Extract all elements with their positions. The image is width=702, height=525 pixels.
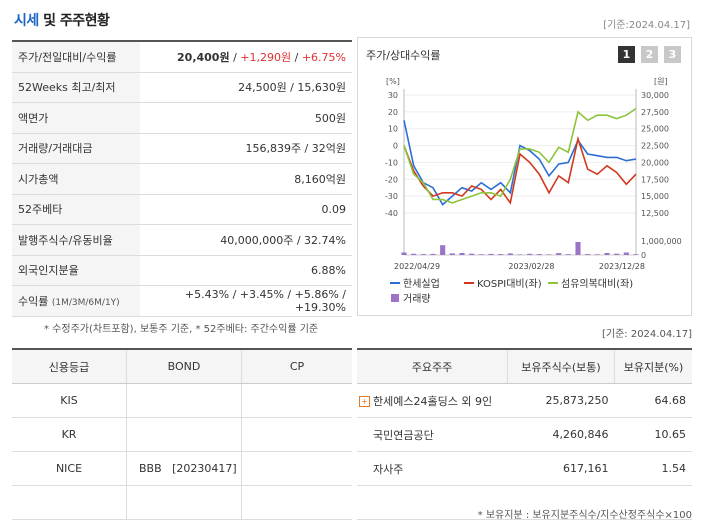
- credit-header: CP: [241, 348, 352, 384]
- share-header: 보유주식수(보통): [507, 348, 615, 384]
- credit-header: BOND: [126, 348, 242, 384]
- note-right: [기준: 2024.04.17]: [601, 329, 692, 340]
- volume-bar: [585, 254, 591, 255]
- price-chart: [%] [원] 30 20 10 0 -10 -20 -30 -40 30,000 27,500 25,…: [385, 77, 682, 305]
- series-line: [403, 107, 637, 204]
- legend-swatch: [391, 294, 399, 302]
- table-row: 자사주 617,161 1.54: [357, 451, 692, 486]
- volume-bar: [536, 254, 542, 255]
- info-row-beta: 52주베타 0.09: [12, 194, 352, 225]
- volume-bar: [411, 253, 417, 255]
- volume-bar: [507, 253, 513, 255]
- chart-tabs: 1 2 3: [618, 46, 681, 63]
- volume-bar: [430, 253, 436, 255]
- right-axis-unit: [원]: [654, 77, 668, 86]
- y-tick-left: -30: [385, 192, 398, 201]
- stock-info-table: 주가/전일대비/수익률 20,400원 / +1,290원 / +6.75% 5…: [12, 40, 352, 317]
- y-tick-left: 30: [388, 91, 398, 100]
- info-row-foreign: 외국인지분율 6.88%: [12, 255, 352, 286]
- section-title: 시세 및 주주현황: [14, 13, 110, 29]
- vol-tick: 0: [641, 251, 646, 260]
- y-tick-right: 22,500: [641, 142, 669, 151]
- share-footnote: * 보유지분 : 보유지분주식수/지수산정주식수×100: [477, 510, 692, 521]
- left-axis-unit: [%]: [386, 77, 400, 86]
- y-tick-right: 15,000: [641, 192, 669, 201]
- volume-bar: [604, 253, 610, 255]
- y-tick-right: 17,500: [641, 175, 669, 184]
- y-tick-right: 30,000: [641, 91, 669, 100]
- asof-date: [기준:2024.04.17]: [603, 20, 690, 31]
- volume-bar: [575, 242, 581, 255]
- info-row-52w: 52Weeks 최고/최저 24,500원 / 15,630원: [12, 72, 352, 103]
- series-line: [403, 135, 637, 205]
- info-row-marketcap: 시가총액 8,160억원: [12, 163, 352, 195]
- share-header: 보유지분(%): [614, 348, 692, 384]
- volume-bar: [517, 254, 523, 255]
- info-row-price: 주가/전일대비/수익률 20,400원 / +1,290원 / +6.75%: [12, 40, 352, 73]
- volume-bar: [469, 253, 475, 255]
- y-tick-right: 27,500: [641, 108, 669, 117]
- chart-tab-3[interactable]: 3: [664, 46, 681, 63]
- volume-bar: [556, 253, 562, 255]
- y-tick-left: 10: [388, 125, 398, 134]
- x-tick: 2023/02/28: [508, 262, 554, 271]
- y-tick-right: 12,500: [641, 209, 669, 218]
- table-row: KIS: [12, 383, 352, 418]
- expand-icon[interactable]: +: [359, 396, 370, 407]
- y-tick-right: 25,000: [641, 125, 669, 134]
- credit-rating-table: 신용등급 BOND CP KIS KR NICE BBB [20230417]: [12, 348, 352, 520]
- table-row: [357, 485, 692, 520]
- volume-bar: [459, 253, 465, 255]
- shareholder-table: 주요주주 보유주식수(보통) 보유지분(%) + 한세예스24홀딩스 외 9인 2…: [357, 348, 692, 520]
- volume-bar: [565, 254, 571, 255]
- y-tick-left: 0: [393, 142, 398, 151]
- volume-bar: [478, 254, 484, 255]
- chart-panel: 주가/상대수익률 1 2 3 [%] [원] 30 20 10 0 -10 -20 -30 -40…: [357, 37, 692, 316]
- legend-label: 거래량: [403, 293, 431, 305]
- table-row: [12, 485, 352, 520]
- info-row-return: 수익률 (1M/3M/6M/1Y) +5.43% / +3.45% / +5.8…: [12, 285, 352, 317]
- legend-label: 섬유의복대비(좌): [561, 278, 633, 290]
- chart-tab-2[interactable]: 2: [641, 46, 658, 63]
- volume-bar: [420, 254, 426, 255]
- info-label: 주가/전일대비/수익률: [12, 40, 140, 73]
- info-row-shares: 발행주식수/유동비율 40,000,000주 / 32.74%: [12, 224, 352, 256]
- volume-bar: [498, 254, 504, 255]
- volume-bar: [546, 254, 552, 255]
- table-row: NICE BBB [20230417]: [12, 451, 352, 486]
- table-row: KR: [12, 417, 352, 452]
- table-row: + 한세예스24홀딩스 외 9인 25,873,250 64.68: [357, 383, 692, 418]
- y-tick-right: 20,000: [641, 158, 669, 167]
- holder-name: 한세예스24홀딩스 외 9인: [373, 394, 493, 408]
- volume-bar: [623, 252, 629, 255]
- volume-bar: [594, 254, 600, 255]
- note-left: * 수정주가(차트포함), 보통주 기준, * 52주베타: 주간수익률 기준: [44, 324, 319, 335]
- y-tick-left: 20: [388, 108, 398, 117]
- y-tick-left: -20: [385, 175, 398, 184]
- vol-tick: 1,000,000: [641, 237, 682, 246]
- x-tick: 2023/12/28: [599, 262, 645, 271]
- y-tick-left: -40: [385, 209, 398, 218]
- legend-label: 한세실업: [403, 277, 440, 290]
- series-line: [403, 120, 637, 206]
- chart-tab-1[interactable]: 1: [618, 46, 635, 63]
- volume-bar: [614, 253, 620, 255]
- volume-bar: [440, 245, 446, 255]
- table-row: 국민연금공단 4,260,846 10.65: [357, 417, 692, 452]
- legend-label: KOSPI대비(좌): [477, 278, 542, 290]
- chart-title: 주가/상대수익률: [366, 49, 441, 62]
- info-row-par: 액면가 500원: [12, 102, 352, 134]
- volume-bar: [401, 252, 407, 255]
- share-header: 주요주주: [357, 348, 508, 384]
- volume-bar: [449, 253, 455, 255]
- volume-bar: [527, 253, 533, 255]
- credit-header: 신용등급: [12, 348, 127, 384]
- volume-bar: [633, 254, 639, 255]
- info-row-volume: 거래량/거래대금 156,839주 / 32억원: [12, 133, 352, 164]
- volume-bar: [488, 253, 494, 255]
- x-tick: 2022/04/29: [394, 262, 440, 271]
- y-tick-left: -10: [385, 158, 398, 167]
